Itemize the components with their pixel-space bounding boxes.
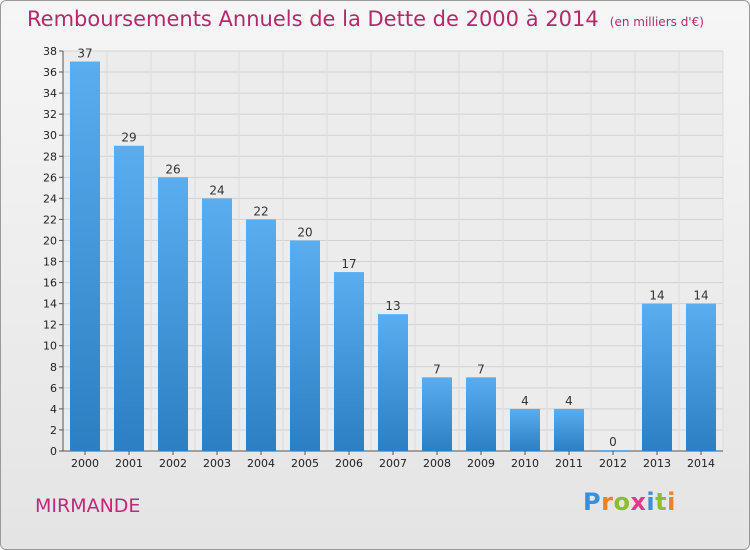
y-tick-label: 2: [50, 424, 57, 437]
bar-value-label: 4: [565, 394, 573, 408]
x-tick-label: 2000: [71, 457, 99, 470]
bar-value-label: 24: [209, 183, 224, 197]
x-tick-label: 2011: [555, 457, 583, 470]
x-tick-label: 2010: [511, 457, 539, 470]
bar-value-label: 29: [121, 131, 136, 145]
bar: [202, 198, 232, 451]
bar: [686, 303, 716, 451]
logo-letter: P: [583, 488, 602, 516]
bar-value-label: 14: [649, 289, 664, 303]
y-tick-label: 10: [43, 340, 57, 353]
bar: [290, 240, 320, 451]
x-tick-label: 2002: [159, 457, 187, 470]
x-tick-label: 2004: [247, 457, 275, 470]
bar-value-label: 7: [433, 362, 441, 376]
bar: [554, 408, 584, 451]
bar-value-label: 20: [297, 225, 312, 239]
y-tick-label: 8: [50, 361, 57, 374]
y-tick-label: 26: [43, 171, 57, 184]
bar-value-label: 0: [609, 435, 617, 449]
x-tick-label: 2005: [291, 457, 319, 470]
y-tick-label: 16: [43, 277, 57, 290]
bar: [510, 408, 540, 451]
logo-letter: i: [667, 488, 676, 516]
bar-value-label: 14: [693, 289, 708, 303]
bar-value-label: 26: [165, 162, 180, 176]
y-tick-label: 0: [50, 445, 57, 458]
bar: [158, 177, 188, 451]
y-tick-label: 14: [43, 298, 57, 311]
bar: [378, 314, 408, 451]
y-tick-label: 4: [50, 403, 57, 416]
bar: [246, 219, 276, 451]
bar-value-label: 4: [521, 394, 529, 408]
y-tick-label: 28: [43, 150, 57, 163]
bar: [642, 303, 672, 451]
bar: [422, 377, 452, 451]
logo-letter: o: [613, 488, 631, 516]
y-tick-label: 34: [43, 87, 57, 100]
bar-value-label: 7: [477, 362, 485, 376]
x-tick-label: 2013: [643, 457, 671, 470]
bar-value-label: 22: [253, 204, 268, 218]
bar: [334, 272, 364, 451]
bar-value-label: 17: [341, 257, 356, 271]
bar: [114, 145, 144, 451]
logo-letter: i: [646, 488, 656, 516]
x-tick-label: 2001: [115, 457, 143, 470]
chart-title: Remboursements Annuels de la Dette de 20…: [27, 7, 704, 31]
x-tick-label: 2009: [467, 457, 495, 470]
commune-name: MIRMANDE: [35, 495, 141, 517]
y-tick-label: 32: [43, 108, 57, 121]
bar: [70, 61, 100, 452]
x-tick-label: 2006: [335, 457, 363, 470]
x-tick-label: 2012: [599, 457, 627, 470]
bar-value-label: 37: [77, 47, 92, 61]
y-tick-label: 36: [43, 66, 57, 79]
y-tick-label: 22: [43, 213, 57, 226]
bar: [598, 450, 628, 451]
bar: [466, 377, 496, 451]
y-tick-label: 24: [43, 192, 57, 205]
x-tick-label: 2008: [423, 457, 451, 470]
y-tick-label: 30: [43, 129, 57, 142]
x-tick-label: 2014: [687, 457, 715, 470]
logo-letter: t: [655, 488, 668, 516]
y-tick-label: 12: [43, 319, 57, 332]
y-tick-label: 38: [43, 45, 57, 58]
bar-value-label: 13: [385, 299, 400, 313]
proxiti-logo: Proxiti: [583, 488, 676, 516]
y-tick-label: 6: [50, 382, 57, 395]
x-tick-label: 2003: [203, 457, 231, 470]
chart-title-main: Remboursements Annuels de la Dette de 20…: [27, 7, 599, 31]
logo-letter: r: [601, 488, 614, 516]
y-tick-label: 20: [43, 234, 57, 247]
x-tick-label: 2007: [379, 457, 407, 470]
logo-letter: x: [630, 488, 647, 516]
y-tick-label: 18: [43, 256, 57, 269]
chart-title-unit: (en milliers d'€): [609, 15, 704, 29]
